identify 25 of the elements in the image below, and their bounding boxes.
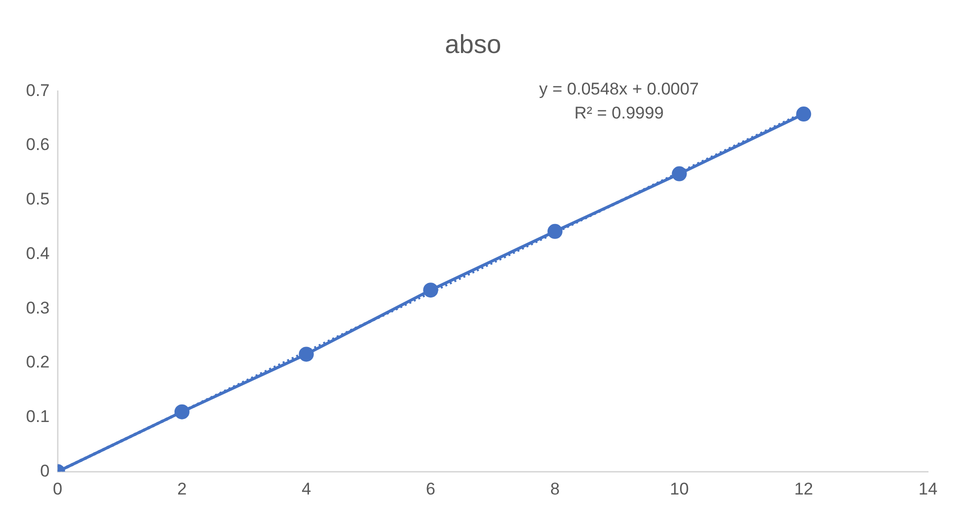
chart-title: abso — [444, 28, 502, 59]
annotation: y = 0.0548x + 0.0007 — [539, 79, 699, 98]
point — [423, 282, 438, 298]
y-tick-label: 0.7 — [26, 80, 50, 100]
annotation: R² = 0.9999 — [574, 103, 664, 122]
x-tick-label: 14 — [918, 479, 938, 498]
y-tick-label: 0.3 — [26, 298, 50, 318]
y-tick-label: 0.1 — [26, 406, 50, 426]
point — [174, 404, 190, 420]
y-tick-label: 0.6 — [26, 135, 50, 154]
point — [672, 166, 687, 182]
point — [547, 224, 562, 239]
point — [298, 346, 314, 362]
x-tick-label: 6 — [426, 479, 436, 498]
y-tick-label: 0.4 — [26, 244, 50, 263]
x-tick-label: 10 — [670, 479, 689, 498]
x-tick-label: 2 — [177, 479, 187, 498]
y-tick-label: 0 — [40, 461, 50, 480]
x-tick-label: 12 — [794, 479, 814, 498]
y-tick-label: 0.5 — [26, 190, 50, 209]
y-tick-label: 0.2 — [26, 352, 50, 372]
x-tick-label: 0 — [52, 479, 62, 498]
x-tick-label: 8 — [550, 479, 560, 498]
x-tick-label: 4 — [302, 479, 312, 498]
point — [796, 106, 812, 122]
